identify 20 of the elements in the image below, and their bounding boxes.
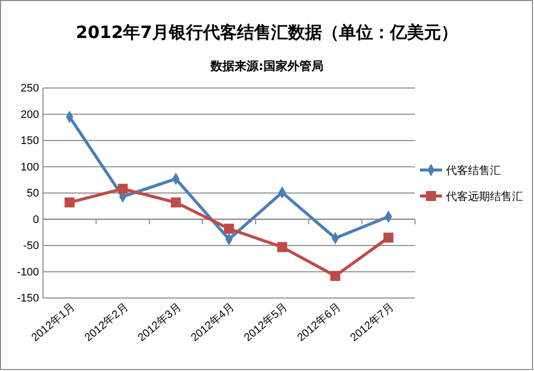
point xyxy=(118,184,128,194)
y-tick-label: 50 xyxy=(26,188,39,200)
legend-label: 代客结售汇 xyxy=(445,164,501,177)
point xyxy=(170,197,181,208)
y-tick-label: 100 xyxy=(20,161,39,174)
legend-label: 代客远期结售汇 xyxy=(445,190,523,203)
y-tick-label: 250 xyxy=(20,82,39,95)
y-tick-label: 200 xyxy=(20,108,39,121)
y-tick-label: 150 xyxy=(20,135,39,148)
point xyxy=(383,232,394,243)
point xyxy=(330,270,340,281)
point xyxy=(277,242,288,252)
y-tick-label: -150 xyxy=(16,292,39,305)
chart-title: 2012年7月银行代客结售汇数据（单位：亿美元） xyxy=(76,23,458,43)
point xyxy=(224,224,234,234)
point xyxy=(64,197,75,208)
y-tick-label: 0 xyxy=(32,214,39,226)
chart-subtitle: 数据来源:国家外管局 xyxy=(210,59,324,73)
y-tick-label: -100 xyxy=(16,266,39,278)
y-tick-label: -50 xyxy=(23,240,39,252)
